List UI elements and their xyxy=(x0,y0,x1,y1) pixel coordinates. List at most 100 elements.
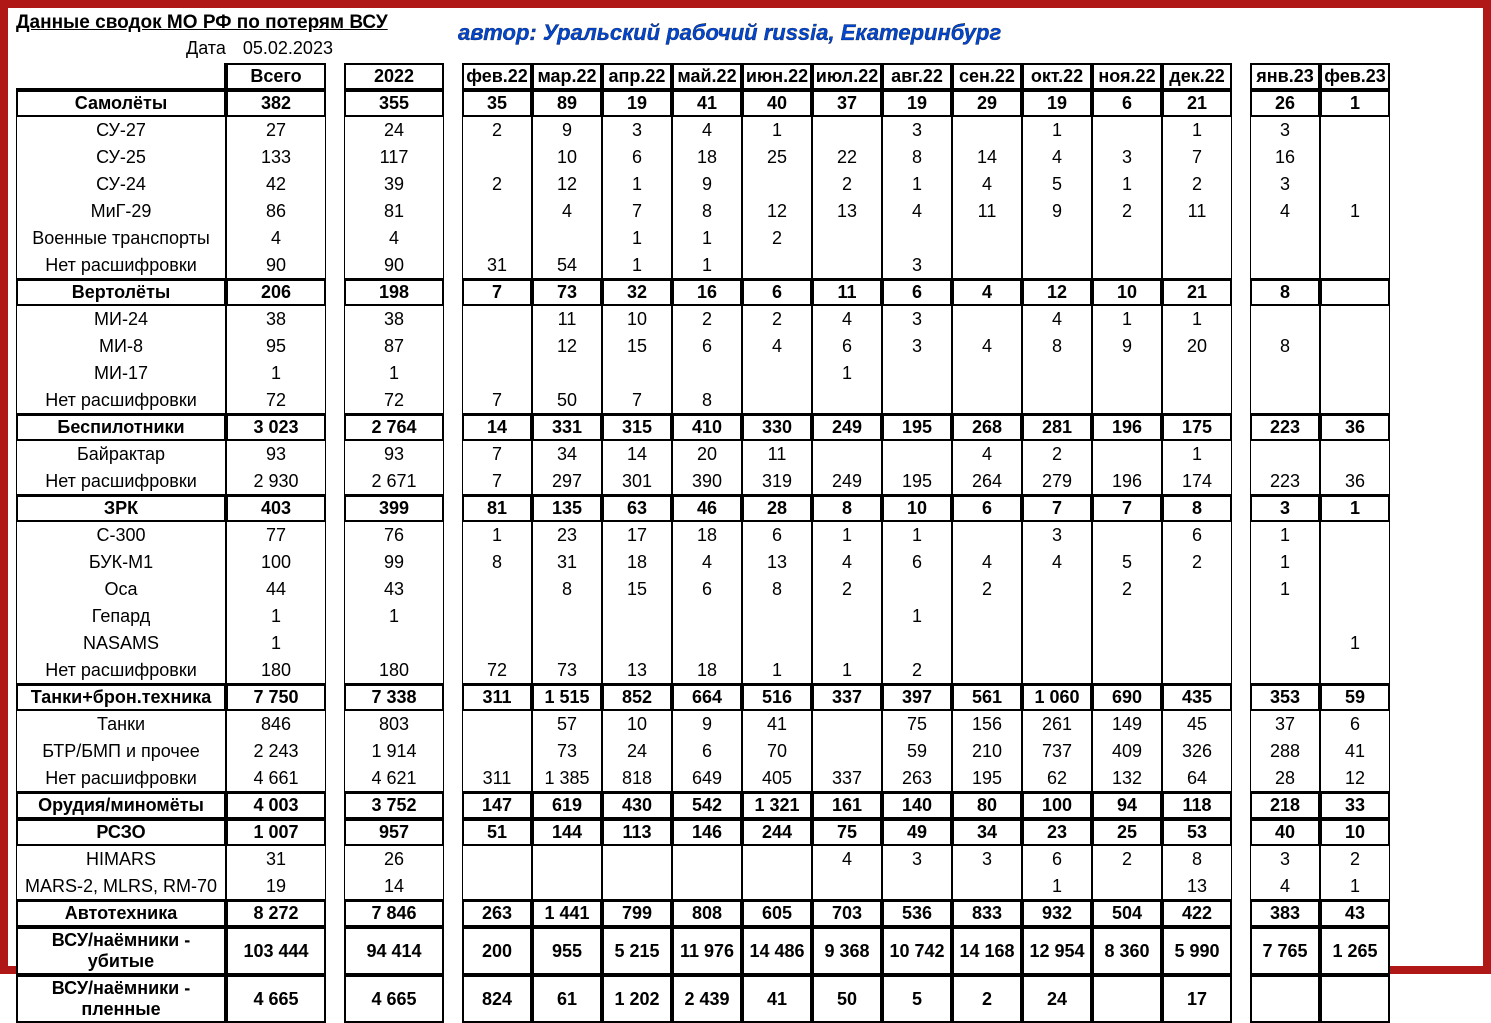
cell-month: 6 xyxy=(882,549,952,576)
cell-month: 175 xyxy=(1162,414,1232,441)
cell-month xyxy=(462,873,532,900)
cell-month23 xyxy=(1320,306,1390,333)
row-label: БУК-М1 xyxy=(16,549,226,576)
cell-month: 8 xyxy=(672,387,742,414)
cell-month: 89 xyxy=(532,90,602,117)
cell-total: 4 661 xyxy=(226,765,326,792)
cell-month: 21 xyxy=(1162,279,1232,306)
cell-month xyxy=(462,738,532,765)
cell-month23: 1 xyxy=(1320,873,1390,900)
cell-month: 6 xyxy=(812,333,882,360)
cell-month23: 26 xyxy=(1250,90,1320,117)
cell-month xyxy=(532,225,602,252)
cell-month: 1 xyxy=(602,225,672,252)
cell-month: 10 xyxy=(602,306,672,333)
cell-month: 9 xyxy=(532,117,602,144)
cell-month: 1 xyxy=(882,603,952,630)
spacer xyxy=(1232,819,1250,846)
cell-month23 xyxy=(1320,171,1390,198)
cell-month: 1 321 xyxy=(742,792,812,819)
cell-month: 311 xyxy=(462,684,532,711)
cell-month xyxy=(1092,252,1162,279)
cell-month xyxy=(952,225,1022,252)
cell-month: 20 xyxy=(672,441,742,468)
cell-month23: 223 xyxy=(1250,468,1320,495)
spacer xyxy=(326,630,344,657)
cell-month: 833 xyxy=(952,900,1022,927)
cell-month: 808 xyxy=(672,900,742,927)
cell-total: 4 xyxy=(226,225,326,252)
cell-month xyxy=(742,252,812,279)
row-label: МиГ-29 xyxy=(16,198,226,225)
spacer xyxy=(1232,414,1250,441)
cell-month: 11 xyxy=(532,306,602,333)
cell-total: 846 xyxy=(226,711,326,738)
cell-month: 17 xyxy=(1162,975,1232,1023)
cell-month xyxy=(882,576,952,603)
cell-month: 6 xyxy=(1162,522,1232,549)
spacer xyxy=(444,927,462,975)
sub-row: MARS-2, MLRS, RM-70191411341 xyxy=(16,873,1390,900)
cell-month: 331 xyxy=(532,414,602,441)
spacer xyxy=(1232,975,1250,1023)
cell-month xyxy=(1022,225,1092,252)
cell-month: 4 xyxy=(672,549,742,576)
cell-month: 41 xyxy=(742,975,812,1023)
cell-year: 2 671 xyxy=(344,468,444,495)
cell-month xyxy=(742,387,812,414)
cell-month xyxy=(672,360,742,387)
cell-month23: 37 xyxy=(1250,711,1320,738)
cell-month23: 353 xyxy=(1250,684,1320,711)
row-label: БТР/БМП и прочее xyxy=(16,738,226,765)
cell-total: 2 243 xyxy=(226,738,326,765)
cell-month: 10 xyxy=(602,711,672,738)
cell-month: 4 xyxy=(812,549,882,576)
spacer xyxy=(326,468,344,495)
spacer xyxy=(444,441,462,468)
date-label: Дата xyxy=(186,38,226,58)
cell-month23: 40 xyxy=(1250,819,1320,846)
spacer xyxy=(444,387,462,414)
cell-month: 81 xyxy=(462,495,532,522)
cell-month xyxy=(462,333,532,360)
cell-month: 4 xyxy=(952,549,1022,576)
cell-year: 399 xyxy=(344,495,444,522)
cell-month: 24 xyxy=(1022,975,1092,1023)
cell-month: 3 xyxy=(882,117,952,144)
cell-month: 2 xyxy=(462,117,532,144)
spacer xyxy=(444,846,462,873)
cell-month xyxy=(952,360,1022,387)
spacer xyxy=(444,975,462,1023)
group-row: Танки+брон.техника7 7507 3383111 5158526… xyxy=(16,684,1390,711)
cell-month: 8 xyxy=(1162,495,1232,522)
cell-month23: 16 xyxy=(1250,144,1320,171)
col-month: фев.22 xyxy=(462,63,532,90)
sub-row: Нет расшифровки4 6614 6213111 3858186494… xyxy=(16,765,1390,792)
cell-month xyxy=(1092,117,1162,144)
cell-month: 664 xyxy=(672,684,742,711)
cell-total: 19 xyxy=(226,873,326,900)
cell-month: 22 xyxy=(812,144,882,171)
cell-month: 72 xyxy=(462,657,532,684)
spacer xyxy=(1232,603,1250,630)
cell-month23 xyxy=(1250,657,1320,684)
cell-year: 26 xyxy=(344,846,444,873)
cell-month: 8 xyxy=(532,576,602,603)
cell-month: 34 xyxy=(952,819,1022,846)
cell-month: 955 xyxy=(532,927,602,975)
cell-month: 14 486 xyxy=(742,927,812,975)
cell-month: 9 xyxy=(672,171,742,198)
cell-total: 95 xyxy=(226,333,326,360)
spacer xyxy=(444,576,462,603)
spacer xyxy=(444,198,462,225)
cell-month23 xyxy=(1320,225,1390,252)
spacer xyxy=(1232,387,1250,414)
cell-month: 196 xyxy=(1092,414,1162,441)
cell-month: 1 xyxy=(1162,306,1232,333)
cell-month: 57 xyxy=(532,711,602,738)
cell-year: 38 xyxy=(344,306,444,333)
spacer xyxy=(444,711,462,738)
spacer xyxy=(1232,225,1250,252)
cell-month: 10 xyxy=(532,144,602,171)
cell-month xyxy=(812,225,882,252)
